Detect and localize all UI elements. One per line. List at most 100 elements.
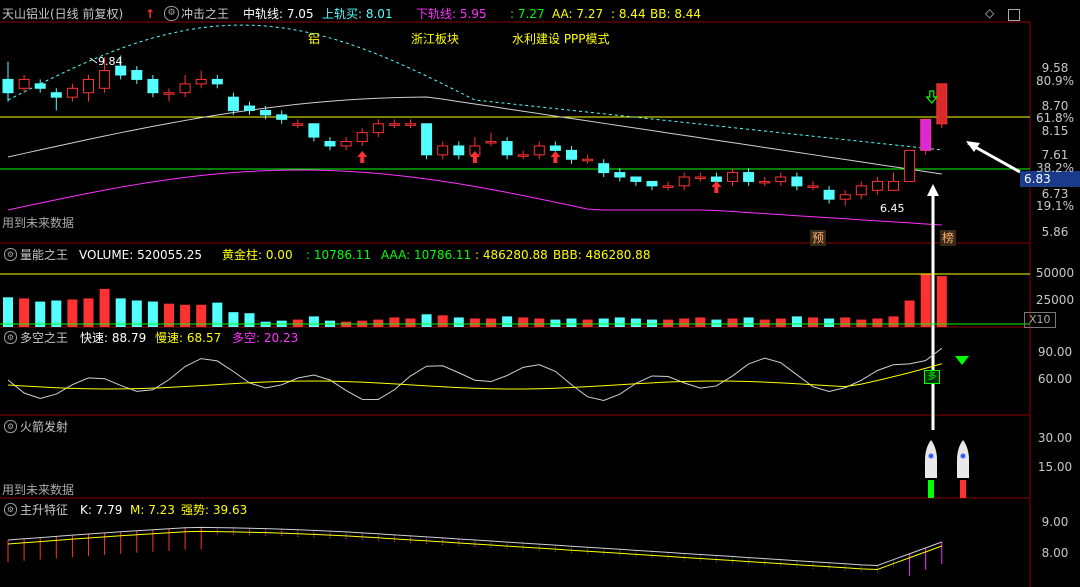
duokong-line-1: 慢速: 68.57 — [155, 331, 222, 345]
volume-bar-0 — [3, 297, 13, 327]
buy-arrow-icon-2 — [550, 151, 561, 163]
candle-body-1 — [18, 78, 30, 89]
candle-body-8 — [131, 70, 143, 80]
volume-line-5: BBB: 486280.88 — [553, 248, 651, 262]
volume-bar-5 — [83, 298, 94, 327]
volume-bar-42 — [679, 318, 690, 327]
candle-body-7 — [115, 65, 127, 76]
upper-band-line — [7, 24, 942, 151]
axis-volume-0: 50000 — [1035, 266, 1075, 280]
highlight-candle-58 — [936, 83, 947, 124]
high-pointer-line — [89, 57, 98, 64]
candle-body-16 — [260, 109, 272, 116]
axis-main-9: 5.86 — [1041, 225, 1069, 239]
axis-volume-1: 25000 — [1035, 293, 1075, 307]
main-line-1: 上轨买: 8.01 — [322, 7, 393, 21]
highlight-candle-57 — [920, 119, 931, 151]
candle-body-28 — [453, 145, 465, 156]
main-line-3: : 7.27 — [510, 7, 545, 21]
volume-bar-3 — [51, 300, 62, 327]
axis-main-0: 9.58 — [1041, 61, 1069, 75]
candle-body-23 — [372, 123, 384, 134]
diamond-icon[interactable]: ◇ — [985, 6, 995, 20]
rocket-flame-icon-1 — [960, 480, 966, 498]
volume-bar-55 — [888, 316, 899, 327]
volume-bar-34 — [550, 319, 561, 327]
candle-body-24 — [388, 123, 400, 126]
middle-band-line — [7, 96, 942, 175]
volume-bar-57 — [920, 274, 931, 327]
volume-bar-54 — [872, 318, 883, 327]
volume-bar-2 — [35, 301, 46, 327]
up-arrow-icon: ↑ — [145, 7, 156, 21]
volume-bar-15 — [244, 313, 255, 327]
candle-body-6 — [99, 70, 111, 89]
volume-bar-58 — [936, 276, 947, 327]
axis-main-5: 7.61 — [1041, 148, 1069, 162]
volume-settings-icon[interactable]: ⚙ — [4, 248, 17, 261]
candle-body-4 — [66, 87, 78, 98]
future-data-note-rocket: 用到未来数据 — [2, 483, 75, 497]
duokong-settings-icon[interactable]: ⚙ — [4, 331, 17, 344]
rise-settings-icon[interactable]: ⚙ — [4, 503, 17, 516]
candle-body-12 — [195, 78, 207, 85]
bear-signal-icon — [955, 356, 969, 365]
duokong-title[interactable]: 多空之王 — [20, 331, 69, 345]
axis-rise-1: 8.00 — [1041, 546, 1069, 560]
volume-bar-10 — [164, 303, 174, 327]
volume-bar-19 — [308, 316, 319, 327]
future-data-note-main: 用到未来数据 — [2, 216, 75, 230]
candle-body-31 — [501, 141, 513, 156]
volume-line-4: : 486280.88 — [475, 248, 548, 262]
candle-body-34 — [549, 145, 561, 151]
candle-body-47 — [759, 180, 771, 184]
rise-title[interactable]: 主升特征 — [20, 503, 69, 517]
rocket-title[interactable]: 火箭发射 — [20, 420, 69, 434]
axis-main-6: 38.2% — [1035, 161, 1075, 175]
candle-body-54 — [871, 180, 883, 191]
candle-body-3 — [50, 92, 62, 98]
maximize-icon[interactable] — [1008, 9, 1020, 21]
candle-body-56 — [904, 149, 916, 182]
candle-body-36 — [582, 158, 594, 162]
candle-body-42 — [678, 176, 690, 187]
axis-rise-0: 9.00 — [1041, 515, 1069, 529]
lower-band-line — [7, 169, 942, 226]
volume-title[interactable]: 量能之王 — [20, 248, 69, 262]
fast-line — [7, 347, 943, 401]
k-line — [7, 526, 942, 566]
candle-body-15 — [244, 105, 255, 111]
volume-bar-40 — [647, 319, 657, 327]
volume-bar-45 — [727, 318, 738, 327]
candle-body-44 — [710, 176, 722, 182]
candle-body-51 — [823, 189, 835, 200]
buy-arrow-icon-1 — [469, 151, 480, 163]
volume-bar-4 — [67, 299, 78, 327]
candle-body-2 — [34, 83, 46, 89]
duokong-line-2: 多空: 20.23 — [232, 331, 299, 345]
buy-arrow-icon-0 — [357, 151, 368, 163]
volume-bar-56 — [904, 300, 915, 327]
candle-body-45 — [727, 172, 738, 182]
rocket-flame-icon-0 — [928, 480, 934, 498]
volume-bar-47 — [759, 319, 770, 327]
volume-bar-28 — [453, 317, 464, 327]
volume-bar-50 — [808, 317, 818, 327]
candle-body-41 — [662, 185, 674, 188]
volume-bar-43 — [695, 317, 706, 327]
candle-body-33 — [533, 145, 545, 156]
indicator-settings-icon[interactable]: ⚙ — [164, 6, 179, 21]
axis-rocket-0: 30.00 — [1037, 431, 1073, 445]
volume-bar-7 — [115, 298, 126, 327]
candle-body-32 — [517, 154, 529, 157]
candle-body-10 — [163, 92, 175, 95]
candle-body-14 — [227, 96, 239, 111]
candle-body-30 — [485, 141, 497, 144]
indicator-name[interactable]: 冲击之王 — [181, 7, 230, 21]
candle-body-35 — [566, 149, 577, 160]
ranking-marker: 榜 — [940, 230, 956, 246]
volume-bar-36 — [582, 319, 593, 327]
rocket-settings-icon[interactable]: ⚙ — [4, 420, 17, 433]
high-price-label: 9.84 — [98, 55, 123, 68]
volume-bar-31 — [502, 316, 513, 327]
